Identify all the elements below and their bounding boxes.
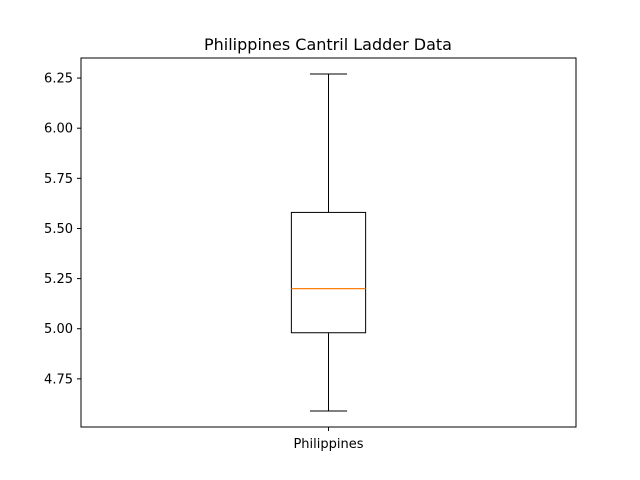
box-series-group bbox=[290, 73, 367, 412]
y-tick-label: 5.50 bbox=[44, 222, 73, 237]
y-tick-label: 5.25 bbox=[44, 272, 73, 287]
chart-title: Philippines Cantril Ladder Data bbox=[204, 35, 452, 54]
x-tick-label: Philippines bbox=[293, 437, 363, 452]
box-plot-item bbox=[290, 73, 367, 412]
y-tick-label: 4.75 bbox=[44, 372, 73, 387]
y-tick-label: 6.25 bbox=[44, 72, 73, 87]
box-iqr bbox=[290, 211, 367, 334]
y-tick-label: 6.00 bbox=[44, 122, 73, 137]
y-axis: 4.75 5.00 5.25 5.50 5.75 6.00 6.25 bbox=[44, 72, 81, 387]
y-tick-label: 5.75 bbox=[44, 172, 73, 187]
y-tick-label: 5.00 bbox=[44, 322, 73, 337]
x-axis: Philippines bbox=[293, 427, 364, 452]
